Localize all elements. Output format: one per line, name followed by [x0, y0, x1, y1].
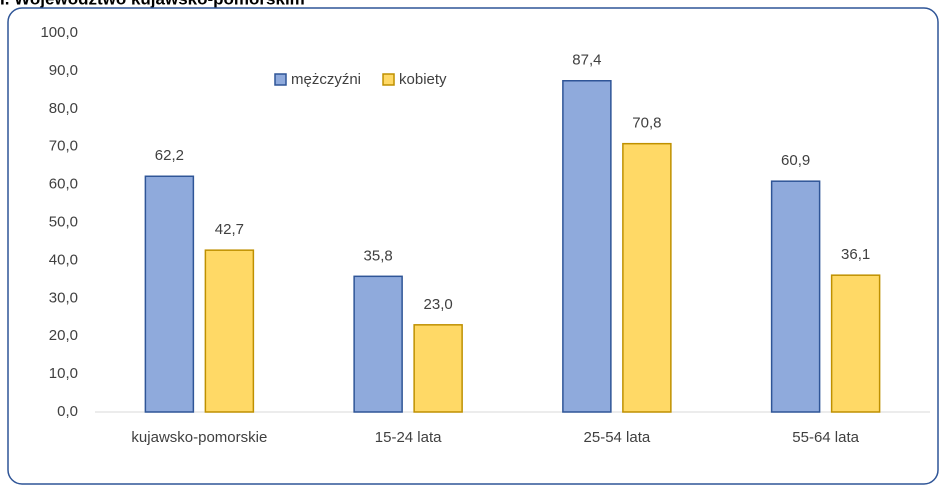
chart-frame: [7, 7, 939, 485]
y-tick-label: 20,0: [49, 327, 78, 344]
bar: [770, 180, 821, 413]
y-tick-label: 60,0: [49, 176, 78, 193]
y-tick-label: 30,0: [49, 289, 78, 306]
bar: [353, 275, 403, 413]
y-tick-label: 100,0: [40, 24, 78, 41]
legend-label: mężczyźni: [291, 71, 361, 88]
y-tick-label: 10,0: [49, 365, 78, 382]
data-label: 36,1: [841, 246, 870, 263]
chart-title: I. Województwo kujawsko-pomorskim: [0, 0, 305, 8]
data-label: 60,9: [781, 152, 810, 169]
bar: [413, 324, 463, 413]
bar: [622, 142, 672, 413]
bar: [204, 249, 255, 413]
bar: [830, 274, 881, 413]
legend-swatch: [382, 73, 395, 86]
x-tick-label: 55-64 lata: [792, 429, 859, 446]
y-tick-label: 80,0: [49, 100, 78, 117]
data-label: 87,4: [572, 52, 601, 69]
y-tick-label: 90,0: [49, 62, 78, 79]
y-tick-label: 70,0: [49, 138, 78, 155]
data-label: 42,7: [215, 221, 244, 238]
legend-label: kobiety: [399, 71, 447, 88]
x-tick-label: 25-54 lata: [584, 429, 651, 446]
x-tick-label: 15-24 lata: [375, 429, 442, 446]
data-label: 35,8: [364, 247, 393, 264]
data-label: 70,8: [632, 115, 661, 132]
bar: [144, 175, 195, 413]
data-label: 62,2: [155, 147, 184, 164]
y-tick-label: 50,0: [49, 213, 78, 230]
bar: [562, 80, 612, 413]
y-tick-label: 0,0: [57, 403, 78, 420]
y-tick-label: 40,0: [49, 251, 78, 268]
data-label: 23,0: [424, 296, 453, 313]
legend-swatch: [274, 73, 287, 86]
x-tick-label: kujawsko-pomorskie: [131, 429, 267, 446]
